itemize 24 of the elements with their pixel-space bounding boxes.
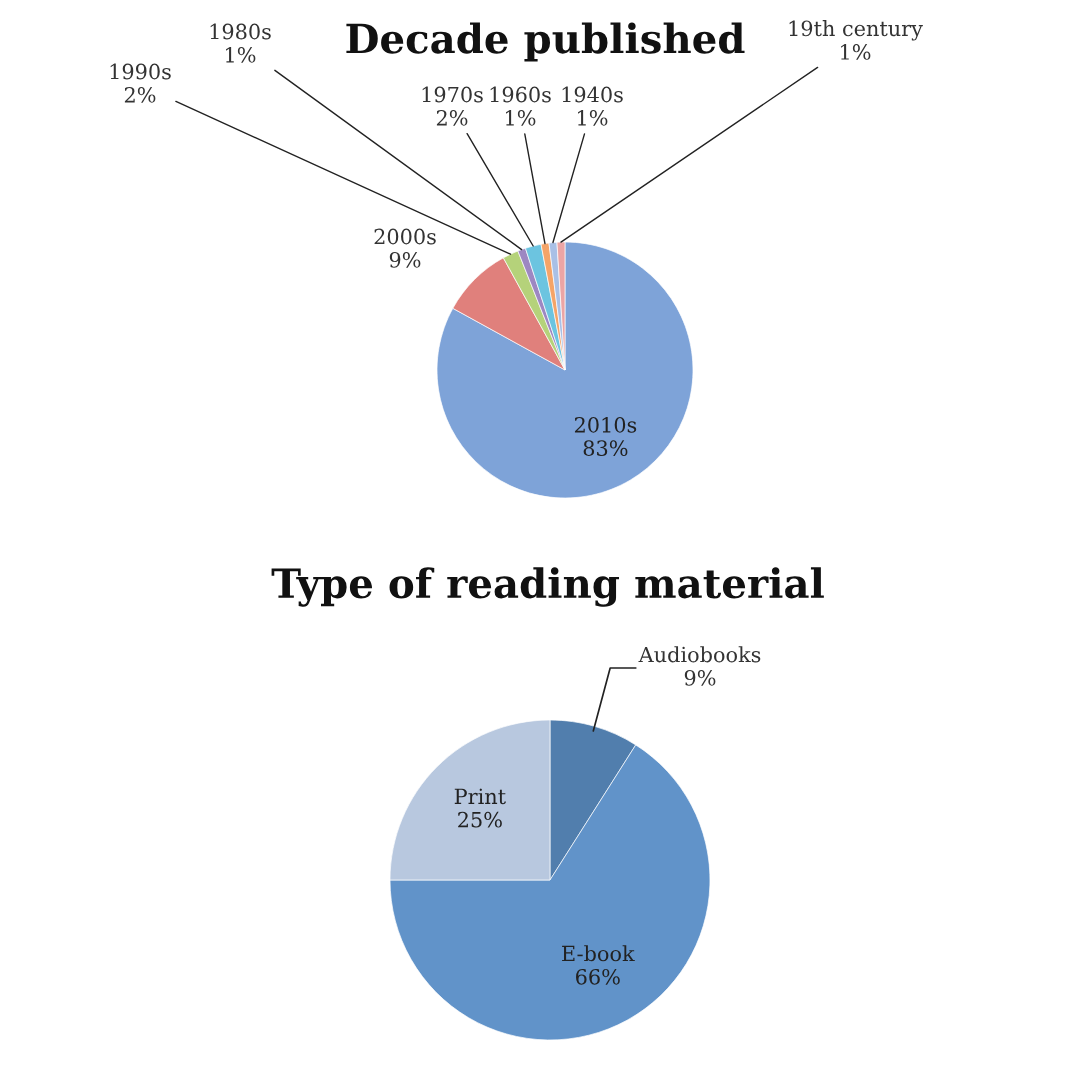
data-label: 9% [389, 251, 421, 268]
slice-label: 1980s [210, 23, 271, 40]
data-label: 66% [576, 968, 620, 985]
slice-label: 1970s [422, 86, 483, 103]
slice-label: Print [454, 788, 506, 805]
slice-label: 1940s [562, 86, 623, 103]
data-label: 2% [124, 86, 156, 103]
data-label: 83% [583, 440, 628, 457]
slice-label: 19th century [789, 20, 923, 41]
data-label: 25% [458, 811, 502, 828]
data-label: 9% [684, 669, 716, 686]
data-label: 2% [436, 109, 468, 126]
slice-label: E-book [562, 945, 635, 962]
chart-title: Type of reading material [271, 567, 824, 607]
slice-label: 1990s [110, 63, 171, 80]
slice-label: 1960s [490, 86, 551, 103]
data-label: 1% [841, 44, 871, 60]
slice-label: 2010s [574, 416, 637, 433]
slice-label: 2000s [374, 228, 436, 245]
data-label: 1% [578, 109, 608, 126]
chart-title: Decade published [346, 22, 745, 62]
data-label: 1% [506, 109, 536, 126]
slice-label: Audiobooks [638, 646, 761, 663]
data-label: 1% [226, 46, 256, 63]
